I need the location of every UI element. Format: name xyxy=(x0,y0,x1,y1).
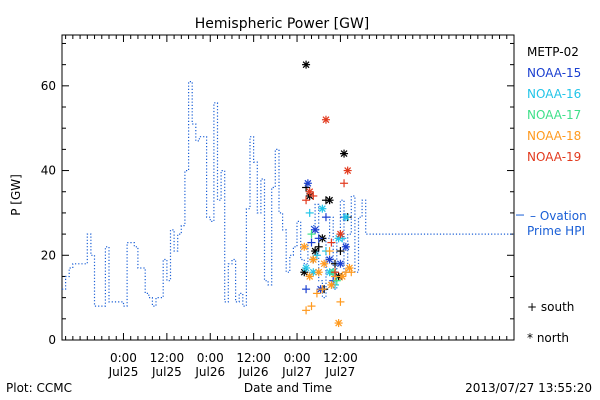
y-axis-label: P [GW] xyxy=(9,174,23,216)
x-tick-label: 12:00 xyxy=(236,351,271,365)
marker-noaa-18 xyxy=(305,272,314,281)
marker-noaa-15 xyxy=(314,234,323,243)
y-tick-label: 20 xyxy=(41,248,56,262)
y-tick-label: 60 xyxy=(41,79,56,93)
marker-metp-02 xyxy=(302,60,311,69)
marker-noaa-18 xyxy=(320,259,329,268)
marker-noaa-19 xyxy=(331,268,340,277)
marker-noaa-19 xyxy=(305,187,314,196)
x-tick-label: 0:00 xyxy=(284,351,311,365)
marker-noaa-18 xyxy=(318,285,327,294)
marker-noaa-16 xyxy=(312,251,321,260)
ovation-prime-hpi-line xyxy=(62,81,514,307)
marker-noaa-16 xyxy=(305,208,314,217)
marker-metp-02 xyxy=(314,242,323,251)
marker-noaa-15 xyxy=(325,255,334,264)
legend-ovation-line1: – Ovation xyxy=(530,209,587,223)
marker-noaa-18 xyxy=(347,268,356,277)
marker-noaa-15 xyxy=(321,213,330,222)
legend-ovation-line2: Prime HPI xyxy=(527,224,585,238)
x-tick-label: 0:00 xyxy=(197,351,224,365)
marker-noaa-19 xyxy=(336,230,345,239)
legend-noaa-17: NOAA-17 xyxy=(527,108,581,122)
x-tick-date-label: Jul25 xyxy=(151,365,182,379)
marker-noaa-19 xyxy=(309,191,318,200)
marker-metp-02 xyxy=(325,196,334,205)
marker-noaa-19 xyxy=(302,196,311,205)
marker-noaa-16 xyxy=(309,268,318,277)
x-tick-date-label: Jul25 xyxy=(108,365,139,379)
marker-noaa-18 xyxy=(327,280,336,289)
marker-noaa-18 xyxy=(300,242,309,251)
marker-noaa-19 xyxy=(340,179,349,188)
marker-noaa-16 xyxy=(302,263,311,272)
marker-noaa-17 xyxy=(332,276,341,285)
marker-noaa-18 xyxy=(334,319,343,328)
x-axis-label: Date and Time xyxy=(244,381,332,395)
marker-noaa-19 xyxy=(327,238,336,247)
marker-metp-02 xyxy=(311,247,320,256)
marker-metp-02 xyxy=(336,247,345,256)
marker-noaa-18 xyxy=(312,289,321,298)
marker-noaa-16 xyxy=(341,213,350,222)
legend-noaa-19: NOAA-19 xyxy=(527,150,581,164)
y-tick-label: 0 xyxy=(48,333,56,347)
legend: METP-02 NOAA-15 NOAA-16 NOAA-17 NOAA-18 NOAA-… xyxy=(516,45,587,345)
x-tick-label: 0:00 xyxy=(110,351,137,365)
marker-noaa-18 xyxy=(302,306,311,315)
marker-noaa-17 xyxy=(307,230,316,239)
marker-noaa-18 xyxy=(307,302,316,311)
marker-noaa-18 xyxy=(336,297,345,306)
satellite-markers xyxy=(300,60,356,328)
x-tick-label: 12:00 xyxy=(150,351,185,365)
legend-noaa-16: NOAA-16 xyxy=(527,87,581,101)
x-axis: 0:00Jul2512:00Jul250:00Jul2612:00Jul260:… xyxy=(65,35,508,379)
marker-noaa-18 xyxy=(314,268,323,277)
marker-noaa-18 xyxy=(345,263,354,272)
marker-noaa-16 xyxy=(318,204,327,213)
x-tick-date-label: Jul27 xyxy=(281,365,312,379)
legend-noaa-15: NOAA-15 xyxy=(527,66,581,80)
plot-frame xyxy=(61,34,515,341)
timestamp: 2013/07/27 13:55:20 xyxy=(465,381,592,395)
chart-title: Hemispheric Power [GW] xyxy=(195,16,370,32)
y-tick-label: 40 xyxy=(41,164,56,178)
marker-noaa-15 xyxy=(303,179,312,188)
x-tick-date-label: Jul26 xyxy=(238,365,269,379)
marker-noaa-19 xyxy=(321,115,330,124)
marker-noaa-15 xyxy=(302,285,311,294)
marker-noaa-18 xyxy=(309,255,318,264)
marker-noaa-18 xyxy=(325,247,334,256)
legend-noaa-18: NOAA-18 xyxy=(527,129,581,143)
marker-noaa-15 xyxy=(311,225,320,234)
legend-south: + south xyxy=(527,300,574,314)
y-axis: 0 20 40 60 xyxy=(41,42,514,347)
marker-noaa-15 xyxy=(336,259,345,268)
marker-noaa-15 xyxy=(341,242,350,251)
x-tick-date-label: Jul27 xyxy=(325,365,356,379)
marker-noaa-15 xyxy=(307,238,316,247)
legend-north: * north xyxy=(527,331,569,345)
x-tick-date-label: Jul26 xyxy=(194,365,225,379)
legend-metp-02: METP-02 xyxy=(527,45,579,59)
marker-noaa-19 xyxy=(343,166,352,175)
plot-credit: Plot: CCMC xyxy=(6,381,72,395)
marker-noaa-18 xyxy=(338,272,347,281)
x-tick-label: 12:00 xyxy=(323,351,358,365)
marker-metp-02 xyxy=(340,149,349,158)
